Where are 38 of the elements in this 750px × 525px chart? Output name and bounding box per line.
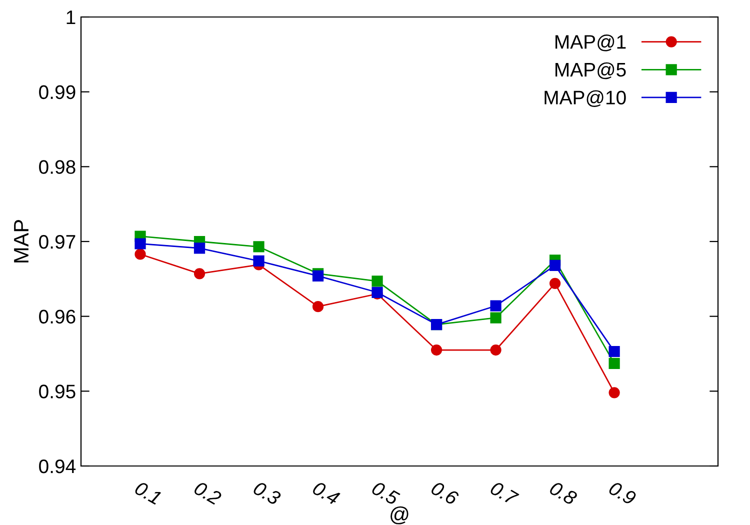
x-tick-label: 0.3 — [252, 480, 282, 506]
x-axis-title: @ — [390, 506, 408, 524]
point — [490, 344, 502, 356]
point — [549, 278, 561, 289]
point — [430, 344, 442, 356]
point — [194, 268, 206, 280]
y-tick-label: 0.98 — [39, 160, 76, 174]
x-tick-label: 0.9 — [608, 480, 638, 506]
point — [549, 260, 561, 272]
point — [253, 241, 264, 252]
point — [194, 242, 206, 254]
y-tick-label: 0.97 — [39, 234, 76, 249]
point — [608, 358, 620, 370]
point — [490, 300, 502, 312]
y-axis-title: MAP — [14, 220, 28, 262]
point — [608, 387, 620, 398]
point — [608, 346, 620, 358]
x-tick-label: 0.2 — [193, 480, 222, 506]
point — [372, 276, 383, 287]
point — [490, 312, 502, 324]
legend-label: MAP@10 — [544, 90, 626, 107]
x-tick-label: 0.7 — [489, 480, 520, 506]
y-tick-label: 0.94 — [39, 459, 76, 474]
point — [134, 238, 146, 250]
x-tick-label: 0.6 — [430, 480, 460, 506]
x-tick-label: 0.8 — [548, 480, 578, 506]
y-tick-label: 0.95 — [39, 384, 76, 398]
legend-label: MAP@5 — [556, 62, 626, 80]
y-tick-label: 0.99 — [39, 85, 76, 100]
point — [134, 248, 146, 260]
point — [312, 301, 324, 312]
point — [253, 255, 264, 267]
legend-label: MAP@1 — [556, 34, 626, 52]
x-tick-label: 0.4 — [312, 480, 341, 506]
y-tick-label: 0.96 — [39, 310, 76, 324]
x-tick-label: 0.5 — [370, 480, 400, 506]
x-tick-label: 0.1 — [134, 480, 162, 505]
y-tick-label: 1 — [66, 10, 76, 24]
